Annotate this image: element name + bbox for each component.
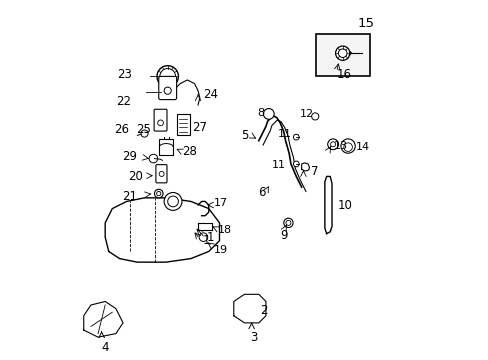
Circle shape [311,113,318,120]
Circle shape [343,143,352,152]
Circle shape [330,142,335,147]
Bar [315,33,369,76]
Text: 11: 11 [272,160,285,170]
FancyBboxPatch shape [156,165,166,183]
Text: 6: 6 [257,186,264,199]
Text: 27: 27 [191,121,206,134]
Text: 16: 16 [336,68,351,81]
FancyBboxPatch shape [159,76,176,100]
Circle shape [338,49,346,58]
Text: 29: 29 [122,150,137,163]
Text: 10: 10 [337,198,351,212]
Circle shape [149,154,157,163]
Text: 3: 3 [249,331,257,344]
Text: 17: 17 [214,198,228,208]
Text: 19: 19 [214,245,228,255]
Text: 5: 5 [240,129,247,142]
Text: 1: 1 [206,231,213,244]
Circle shape [340,139,354,153]
FancyBboxPatch shape [154,109,166,131]
Bar [176,114,190,135]
Circle shape [263,109,274,119]
Text: 24: 24 [203,88,218,101]
Text: 4: 4 [101,341,109,354]
Circle shape [285,220,290,225]
Circle shape [167,196,178,207]
Text: 18: 18 [217,225,231,235]
Text: 15: 15 [357,17,374,30]
Text: 1: 1 [205,231,212,244]
Text: 12: 12 [300,109,313,119]
Circle shape [157,120,163,126]
Text: 26: 26 [114,123,129,136]
Circle shape [160,68,175,84]
Circle shape [164,87,171,94]
Circle shape [156,192,161,196]
Text: 14: 14 [355,142,369,152]
Text: 8: 8 [257,108,264,118]
Circle shape [327,139,338,150]
Circle shape [293,134,299,140]
Text: 21: 21 [122,190,137,203]
Text: 2: 2 [260,304,267,317]
Text: 1: 1 [202,234,209,247]
Text: 23: 23 [117,68,132,81]
Text: 11: 11 [278,129,291,139]
Text: 13: 13 [333,141,347,151]
Circle shape [157,66,178,87]
Circle shape [283,218,292,228]
Text: 9: 9 [280,229,287,242]
Text: 28: 28 [182,145,197,158]
Text: 20: 20 [127,170,142,183]
Circle shape [164,193,182,210]
Text: 25: 25 [136,123,151,136]
Circle shape [154,189,163,198]
Text: 22: 22 [116,95,131,108]
Circle shape [293,161,299,167]
Circle shape [335,46,349,60]
Circle shape [159,171,164,176]
Circle shape [141,130,148,137]
Text: 7: 7 [310,165,317,178]
Circle shape [199,233,207,242]
